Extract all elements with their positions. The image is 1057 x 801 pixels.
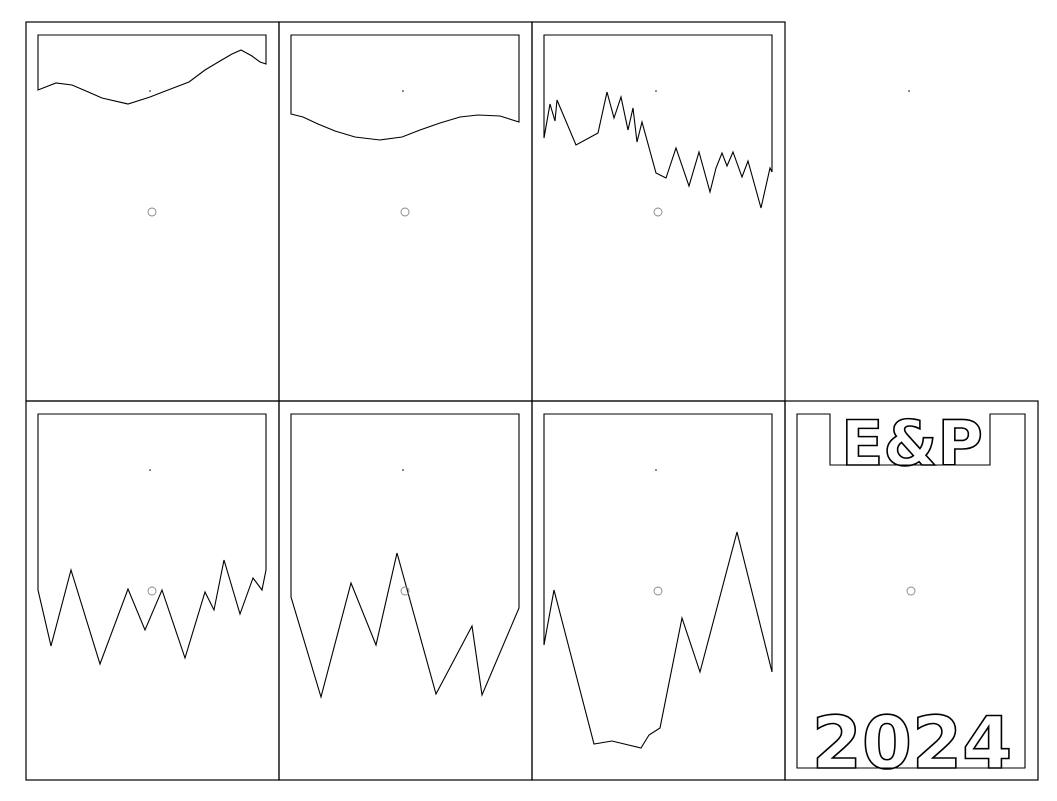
- panel-3: [543, 34, 773, 217]
- panel-1-marker: [147, 207, 157, 217]
- panel-1: [37, 34, 267, 217]
- panel-8: E&P 2024: [796, 406, 1026, 786]
- panel-2-center-dot: [402, 90, 404, 92]
- panel-4: [908, 90, 910, 92]
- panel-3-cut-line: [543, 34, 773, 209]
- grid-frames: [25, 21, 1039, 781]
- cell-frame-6: [278, 400, 533, 781]
- panel-1-center-dot: [149, 90, 151, 92]
- panel-2-marker: [400, 207, 410, 217]
- panel-3-marker: [653, 207, 663, 217]
- panel-5-marker: [147, 586, 157, 596]
- cell-frame-7: [531, 400, 786, 781]
- panel-6-center-dot: [402, 469, 404, 471]
- cell-frame-8: [784, 400, 1039, 781]
- panel-3-center-dot: [655, 90, 657, 92]
- panel-1-cut-line: [37, 34, 267, 105]
- panel-5-center-dot: [149, 469, 151, 471]
- panel-6-cut-line: [290, 413, 520, 700]
- panel-7-cut-line: [543, 413, 773, 749]
- panel-7-marker: [653, 586, 663, 596]
- cell-frame-5: [25, 400, 280, 781]
- panel-8-cut-line: [796, 413, 1026, 769]
- panel-2: [290, 34, 520, 217]
- panel-4-center-dot: [908, 90, 910, 92]
- panel-5: [37, 413, 267, 666]
- cell-frame-1: [25, 21, 280, 402]
- panel-2-cut-line: [290, 34, 520, 141]
- panel-6: [290, 413, 520, 700]
- panel-6-marker: [400, 586, 410, 596]
- panel-8-marker: [906, 586, 916, 596]
- panel-7: [543, 413, 773, 749]
- panel-5-cut-line: [37, 413, 267, 666]
- panel-8-top-text: E&P: [841, 407, 983, 480]
- panel-8-bottom-text: 2024: [812, 701, 1012, 785]
- cell-frame-3: [531, 21, 786, 402]
- panel-7-center-dot: [655, 469, 657, 471]
- cell-frame-2: [278, 21, 533, 402]
